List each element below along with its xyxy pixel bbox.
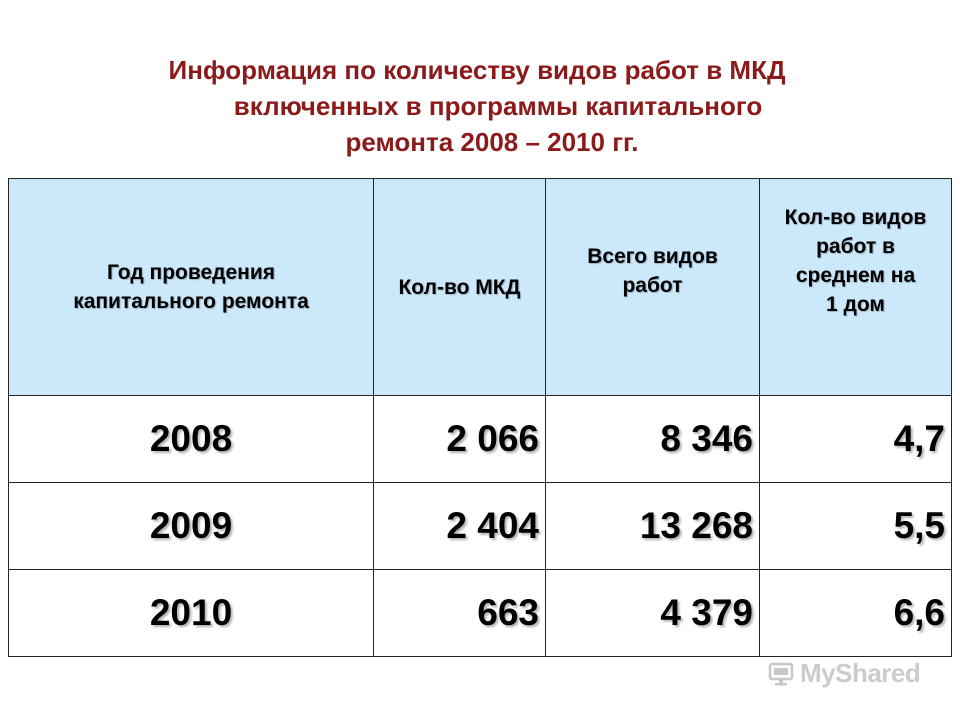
cell-mkd-count: 2 404 [373,482,546,570]
slide-title: Информация по количеству видов работ в М… [0,52,960,160]
projector-screen-icon [768,662,794,685]
cell-avg-per-house: 5,5 [759,482,952,570]
work-types-table: Год проведения капитального ремонта Кол-… [8,178,952,657]
cell-total-works: 8 346 [545,395,760,483]
header-avg-line-3: среднем на [795,264,916,287]
header-avg-line-4: 1 дом [826,293,885,316]
header-avg-line-2: работ в [816,235,895,258]
header-year: Год проведения капитального ремонта [8,178,374,396]
cell-avg-per-house: 4,7 [759,395,952,483]
header-mkd-count: Кол-во МКД [373,178,546,396]
cell-avg-per-house: 6,6 [759,569,952,657]
table-row: 2009 2 404 13 268 5,5 [8,482,952,570]
header-year-line-2: капитального ремонта [73,290,309,313]
table-header-row: Год проведения капитального ремонта Кол-… [8,178,952,396]
header-avg-line-1: Кол-во видов [784,206,927,229]
header-avg-per-house: Кол-во видов работ в среднем на 1 дом [759,178,952,396]
cell-mkd-count: 663 [373,569,546,657]
header-total-works-line-2: работ [622,274,683,297]
watermark-text: MyShared [800,658,921,688]
title-line-1: Информация по количеству видов работ в М… [168,55,786,85]
cell-total-works: 4 379 [545,569,760,657]
title-line-3: ремонта 2008 – 2010 гг. [345,127,639,157]
header-total-works: Всего видов работ [545,178,760,396]
cell-year: 2010 [8,569,374,657]
cell-total-works: 13 268 [545,482,760,570]
myshared-watermark: MyShared [768,658,921,689]
header-total-works-line-1: Всего видов [587,245,718,268]
cell-year: 2008 [8,395,374,483]
table-row: 2010 663 4 379 6,6 [8,569,952,657]
header-year-line-1: Год проведения [106,261,276,284]
header-mkd-count-line-1: Кол-во МКД [398,275,521,299]
cell-year: 2009 [8,482,374,570]
table-row: 2008 2 066 8 346 4,7 [8,395,952,483]
title-line-2: включенных в программы капитального [233,91,763,121]
cell-mkd-count: 2 066 [373,395,546,483]
